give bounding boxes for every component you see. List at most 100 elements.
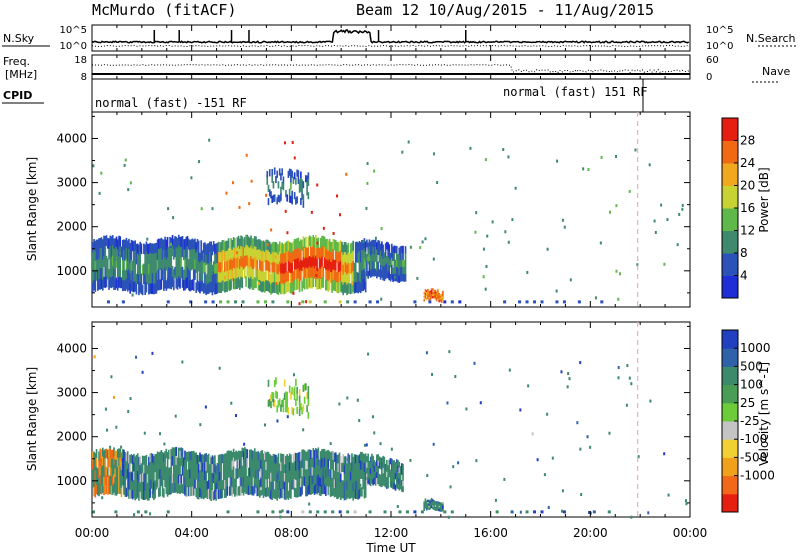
echo-cell <box>93 469 95 479</box>
echo-speckle <box>123 163 126 167</box>
echo-cell <box>248 467 251 477</box>
echo-speckle <box>503 300 507 304</box>
echo-cell <box>105 235 108 246</box>
echo-cell <box>271 490 274 500</box>
echo-speckle <box>316 241 319 245</box>
echo-cell <box>252 459 255 470</box>
echo-cell <box>302 467 305 477</box>
echo-speckle <box>424 237 427 241</box>
echo-cell <box>165 466 168 477</box>
echo-cell <box>282 480 285 490</box>
echo-cell <box>329 461 332 471</box>
echo-cell <box>141 473 144 483</box>
echo-cell <box>395 482 398 489</box>
echo-cell <box>195 487 198 498</box>
echo-cell <box>268 251 271 263</box>
echo-cell <box>119 448 122 459</box>
echo-cell <box>283 481 286 491</box>
echo-cell <box>328 259 331 270</box>
echo-cell <box>260 468 262 479</box>
echo-cell <box>200 489 203 499</box>
echo-speckle <box>562 510 566 514</box>
echo-cell <box>324 269 327 281</box>
echo-speckle <box>119 251 122 255</box>
echo-cell <box>427 505 429 508</box>
echo-cell <box>220 463 222 473</box>
echo-cell <box>236 237 239 249</box>
echo-speckle <box>366 181 369 185</box>
echo-cell <box>300 259 302 271</box>
echo-cell <box>301 186 303 194</box>
echo-cell <box>362 479 364 490</box>
echo-cell <box>236 451 239 462</box>
echo-cell <box>261 261 264 273</box>
echo-cell <box>246 245 249 256</box>
echo-cell <box>379 463 382 470</box>
echo-cell <box>255 478 257 488</box>
echo-cell <box>111 235 114 246</box>
echo-cell <box>171 447 174 457</box>
echo-cell <box>362 249 364 261</box>
echo-cell <box>362 470 364 481</box>
echo-cell <box>341 489 343 499</box>
echo-speckle <box>536 458 539 462</box>
time-tick-label: 20:00 <box>573 526 608 540</box>
echo-cell <box>248 278 251 290</box>
echo-cell <box>343 473 346 483</box>
echo-cell <box>303 450 306 460</box>
echo-cell <box>374 254 377 262</box>
echo-cell <box>116 448 119 459</box>
echo-speckle <box>226 510 230 514</box>
echo-speckle <box>146 237 149 241</box>
echo-cell <box>318 468 321 478</box>
echo-speckle <box>234 300 238 304</box>
echo-speckle <box>494 498 497 502</box>
echo-cell <box>399 471 402 478</box>
echo-cell <box>316 476 318 486</box>
echo-cell <box>281 181 284 189</box>
echo-cell <box>215 482 217 492</box>
echo-cell <box>295 470 297 480</box>
echo-cell <box>324 451 327 461</box>
echo-cell <box>317 465 320 475</box>
echo-speckle <box>396 504 399 508</box>
echo-cell <box>252 258 255 270</box>
echo-cell <box>270 191 272 199</box>
echo-cell <box>356 489 358 500</box>
echo-speckle <box>353 300 357 304</box>
echo-cell <box>184 259 186 271</box>
echo-cell <box>251 450 254 460</box>
echo-cell <box>291 170 293 178</box>
echo-cell <box>402 463 404 470</box>
echo-cell <box>273 262 276 273</box>
echo-cell <box>250 245 252 257</box>
echo-cell <box>176 484 179 494</box>
echo-cell <box>404 246 407 254</box>
echo-cell <box>180 474 183 484</box>
echo-cell <box>424 504 427 507</box>
echo-cell <box>435 503 438 506</box>
range-tick-label: 3000 <box>56 386 87 400</box>
echo-cell <box>371 459 373 467</box>
echo-cell <box>200 280 203 292</box>
echo-cell <box>175 277 178 289</box>
echo-cell <box>170 484 173 495</box>
echo-cell <box>153 283 155 295</box>
echo-cell <box>332 279 335 291</box>
power-ylabel: Slant Range [km] <box>25 157 39 261</box>
echo-cell <box>372 246 374 255</box>
echo-cell <box>346 480 348 491</box>
echo-cell <box>163 239 165 251</box>
echo-cell <box>262 250 265 262</box>
echo-cell <box>338 452 341 462</box>
echo-cell <box>326 249 328 260</box>
echo-speckle <box>226 300 230 304</box>
echo-cell <box>285 252 287 263</box>
echo-cell <box>427 507 429 510</box>
echo-cell <box>169 277 171 289</box>
echo-cell <box>158 487 160 497</box>
echo-cell <box>290 472 292 482</box>
echo-cell <box>285 490 287 500</box>
echo-cell <box>252 248 255 260</box>
echo-cell <box>285 391 287 399</box>
